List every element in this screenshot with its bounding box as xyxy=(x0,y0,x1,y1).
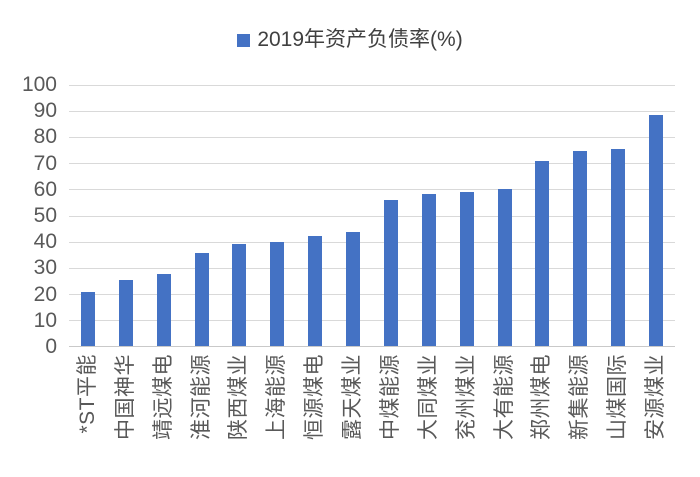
x-axis-line xyxy=(69,346,675,347)
bar-山煤国际 xyxy=(611,149,626,347)
bar-slot xyxy=(448,85,486,347)
bar-陕西煤业 xyxy=(232,243,247,347)
bar-slot xyxy=(221,85,259,347)
y-tick-label: 90 xyxy=(33,99,57,123)
bar-安源煤业 xyxy=(649,115,664,347)
x-tick-label: 安源煤业 xyxy=(644,354,668,440)
gridline xyxy=(69,215,675,217)
bar-中煤能源 xyxy=(383,200,398,347)
bar-slot xyxy=(183,85,221,347)
bar-slot xyxy=(637,85,675,347)
bar-靖远煤电 xyxy=(156,273,171,347)
x-tick-label: *ST平能 xyxy=(75,354,99,434)
x-tick-label: 陕西煤业 xyxy=(227,354,251,440)
bar-大同煤业 xyxy=(421,193,436,347)
bar-上海能源 xyxy=(270,242,285,347)
bar-大有能源 xyxy=(497,188,512,347)
x-tick-label: 淮河能源 xyxy=(189,354,213,440)
bar-slot xyxy=(486,85,524,347)
x-tick-label: 兖州煤业 xyxy=(454,354,478,440)
x-tick-label: 上海能源 xyxy=(265,354,289,440)
bar-slot xyxy=(524,85,562,347)
bar-slot xyxy=(258,85,296,347)
x-tick-label: 露天煤业 xyxy=(341,354,365,440)
y-tick-label: 20 xyxy=(33,282,57,306)
plot-area xyxy=(69,84,675,347)
y-tick-label: 10 xyxy=(33,308,57,332)
y-tick-label: 60 xyxy=(33,177,57,201)
bar-slot xyxy=(372,85,410,347)
y-tick-label: 0 xyxy=(45,335,57,358)
gridline xyxy=(69,320,675,322)
legend: 2019年资产负债率(%) xyxy=(0,27,700,53)
bar-恒源煤电 xyxy=(308,235,323,347)
y-tick-label: 80 xyxy=(33,125,57,149)
bar-郑州煤电 xyxy=(535,160,550,347)
legend-marker-icon xyxy=(237,33,251,47)
bar-淮河能源 xyxy=(194,252,209,347)
gridline xyxy=(69,84,675,86)
bar-露天煤业 xyxy=(346,231,361,347)
bar-slot xyxy=(599,85,637,347)
y-tick-label: 100 xyxy=(21,73,57,96)
x-axis: *ST平能 中国神华 靖远煤电 淮河能源 陕西煤业 上海能源 恒源煤电 露天煤业 中煤能源 大同煤… xyxy=(69,354,675,477)
x-tick-label: 靖远煤电 xyxy=(151,354,175,440)
bar-*ST平能 xyxy=(80,291,95,347)
bar-兖州煤业 xyxy=(459,192,474,347)
x-tick-label: 郑州煤电 xyxy=(530,354,554,440)
gridline xyxy=(69,294,675,296)
bar-slot xyxy=(69,85,107,347)
bar-series xyxy=(69,85,675,347)
y-tick-label: 30 xyxy=(33,256,57,280)
bar-slot xyxy=(296,85,334,347)
gridline xyxy=(69,110,675,112)
bar-slot xyxy=(410,85,448,347)
gridline xyxy=(69,136,675,138)
bar-slot xyxy=(145,85,183,347)
bar-slot xyxy=(334,85,372,347)
x-tick-label: 恒源煤电 xyxy=(303,354,327,440)
x-tick-label: 新集能源 xyxy=(568,354,592,440)
x-tick-label: 大有能源 xyxy=(492,354,516,440)
x-tick-label: 山煤国际 xyxy=(606,354,630,440)
gridline xyxy=(69,163,675,165)
bar-slot xyxy=(107,85,145,347)
y-axis: 0 10 20 30 40 50 60 70 80 90 100 xyxy=(0,73,57,358)
y-tick-label: 70 xyxy=(33,151,57,175)
x-tick-label: 中国神华 xyxy=(113,354,137,440)
bar-slot xyxy=(561,85,599,347)
gridline xyxy=(69,189,675,191)
x-tick-label: 大同煤业 xyxy=(416,354,440,440)
x-tick-label: 中煤能源 xyxy=(378,354,402,440)
y-tick-label: 40 xyxy=(33,230,57,254)
bar-中国神华 xyxy=(118,280,133,347)
gridline xyxy=(69,267,675,269)
gridline xyxy=(69,241,675,243)
y-tick-label: 50 xyxy=(33,204,57,227)
legend-label: 2019年资产负债率(%) xyxy=(257,28,463,51)
bar-新集能源 xyxy=(573,150,588,347)
